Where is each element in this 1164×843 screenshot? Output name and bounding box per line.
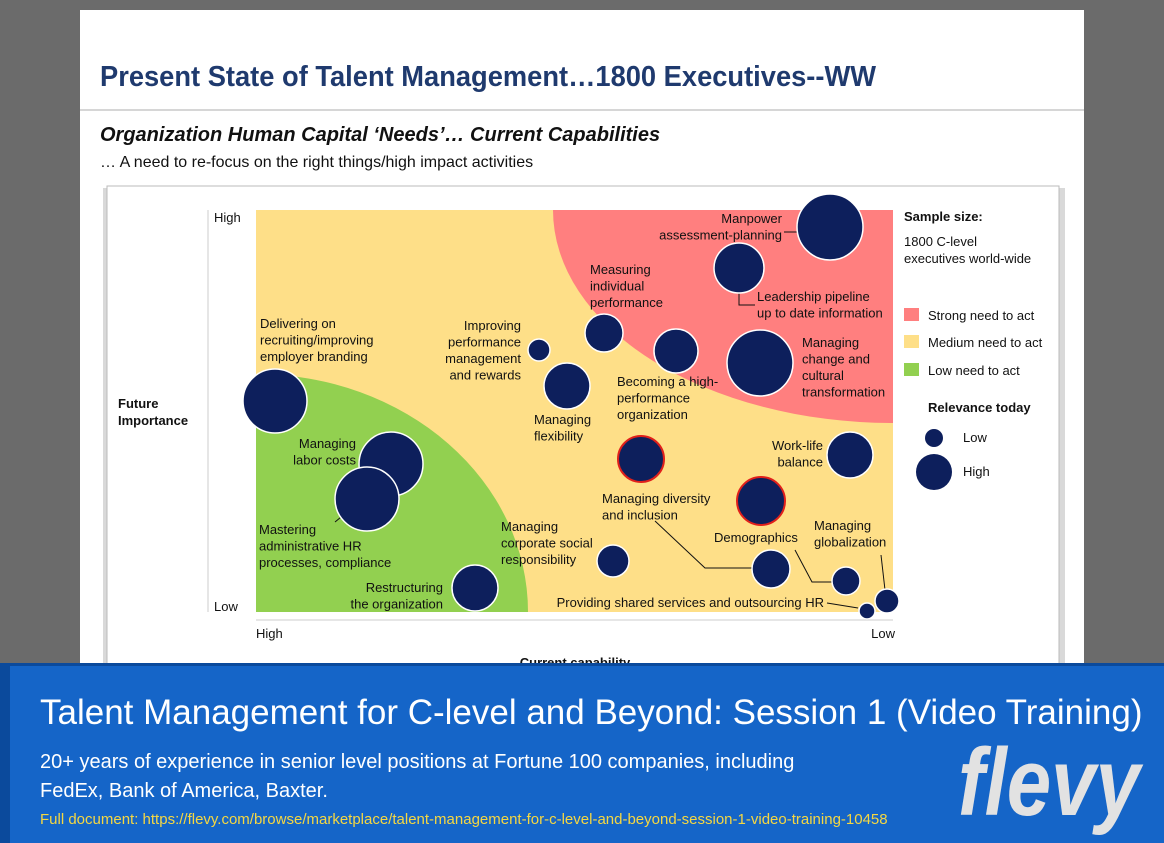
banner-link[interactable]: Full document: https://flevy.com/browse/… — [40, 811, 888, 828]
bubble-label: Leadership pipeline — [757, 289, 870, 304]
leader-line — [794, 549, 832, 583]
leader-line — [654, 520, 752, 569]
bubble-label: Managing — [814, 518, 871, 533]
bubble — [584, 313, 624, 353]
bubble-label: flexibility — [534, 429, 584, 444]
legend-bubble — [925, 429, 943, 447]
y-high: High — [214, 210, 241, 225]
slide-title: Present State of Talent Management…1800 … — [100, 61, 877, 93]
bubble-label: balance — [777, 455, 823, 470]
bubble — [543, 362, 591, 410]
bubble-label: the organization — [350, 597, 443, 612]
leader-line — [826, 602, 859, 609]
y-axis-label: Future — [118, 396, 158, 411]
bubble — [617, 435, 665, 483]
bubbles — [242, 193, 900, 620]
bubble — [451, 564, 499, 612]
labels: Manpower assessment-planning Leadership pi… — [259, 211, 886, 612]
bubble-label: Managing — [802, 335, 859, 350]
bubble-label: Mastering — [259, 522, 316, 537]
bubble-label: corporate social — [501, 536, 593, 551]
leader-line — [738, 293, 755, 306]
bubble-label: recruiting/improving — [260, 333, 373, 348]
logo: flevy — [958, 729, 1144, 836]
bubble — [831, 566, 861, 596]
banner-description: 20+ years of experience in senior level … — [40, 751, 794, 773]
bubble-label: responsibility — [501, 552, 577, 567]
legend-swatch — [904, 335, 919, 348]
bubble — [242, 368, 308, 434]
bubble-label: transformation — [802, 385, 885, 400]
bubble — [796, 193, 864, 261]
bubble-label: Delivering on — [260, 316, 336, 331]
strong-zone — [553, 210, 893, 423]
bubble — [713, 242, 765, 294]
x-low: Low — [871, 626, 895, 641]
bubble — [726, 329, 794, 397]
bubble-label: Measuring — [590, 262, 651, 277]
bubble-label: labor costs — [293, 453, 356, 468]
bubble-label: performance — [448, 335, 521, 350]
bubble — [858, 602, 876, 620]
bubble-label: Managing diversity — [602, 491, 711, 506]
bubble-label: Improving — [464, 318, 521, 333]
legend-relevance: High — [963, 464, 990, 479]
description: … A need to re-focus on the right things… — [100, 154, 533, 171]
bubble-label: employer branding — [260, 349, 368, 364]
bubble-label: management — [445, 351, 521, 366]
legend-sample-title: Sample size: — [904, 209, 983, 224]
bubble-label: Managing — [534, 412, 591, 427]
bubble-label: and inclusion — [602, 508, 678, 523]
bubble-label: Becoming a high- — [617, 374, 718, 389]
legend-zone: Medium need to act — [928, 335, 1043, 350]
bubble — [874, 588, 900, 614]
bubble-label: individual — [590, 279, 644, 294]
legend-bubble — [916, 454, 952, 490]
bubble-label: performance — [617, 391, 690, 406]
bubble — [527, 338, 551, 362]
bubble-label: Managing — [501, 519, 558, 534]
legend-swatch — [904, 363, 919, 376]
banner-title: Talent Management for C-level and Beyond… — [40, 693, 1142, 732]
banner-description: FedEx, Bank of America, Baxter. — [40, 780, 328, 802]
legend-relevance-title: Relevance today — [928, 400, 1031, 415]
bubble — [596, 544, 630, 578]
legend-zone: Low need to act — [928, 363, 1020, 378]
legend-swatch — [904, 308, 919, 321]
bubble-label: performance — [590, 295, 663, 310]
bubble-label: processes, compliance — [259, 555, 391, 570]
y-low: Low — [214, 599, 238, 614]
bubble-label: administrative HR — [259, 539, 362, 554]
y-axis-label: Importance — [118, 413, 188, 428]
banner — [10, 666, 1164, 843]
bubble-label: and rewards — [449, 368, 521, 383]
bubble-label: organization — [617, 407, 688, 422]
bubble — [751, 549, 791, 589]
subtitle: Organization Human Capital ‘Needs’… Curr… — [100, 124, 660, 146]
leader-line — [880, 554, 886, 591]
bubble-label: change and — [802, 352, 870, 367]
legend-relevance: Low — [963, 430, 987, 445]
x-high: High — [256, 626, 283, 641]
bubble-label: Manpower — [721, 211, 782, 226]
bubble-label: Providing shared services and outsourcin… — [557, 595, 824, 610]
bubble-label: Demographics — [714, 530, 798, 545]
bubble-label: up to date information — [757, 306, 883, 321]
bubble — [334, 466, 400, 532]
legend-sample-text: 1800 C-level — [904, 234, 977, 249]
bubble-label: assessment-planning — [659, 228, 782, 243]
bubble — [736, 476, 786, 526]
legend-sample-text: executives world-wide — [904, 251, 1031, 266]
bubble-label: globalization — [814, 535, 886, 550]
bubble-label: Managing — [299, 436, 356, 451]
legend-zone: Strong need to act — [928, 308, 1035, 323]
bubble-label: Restructuring — [366, 580, 443, 595]
bubble — [826, 431, 874, 479]
bubble — [653, 328, 699, 374]
bubble-label: cultural — [802, 368, 844, 383]
bubble-label: Work-life — [772, 438, 823, 453]
